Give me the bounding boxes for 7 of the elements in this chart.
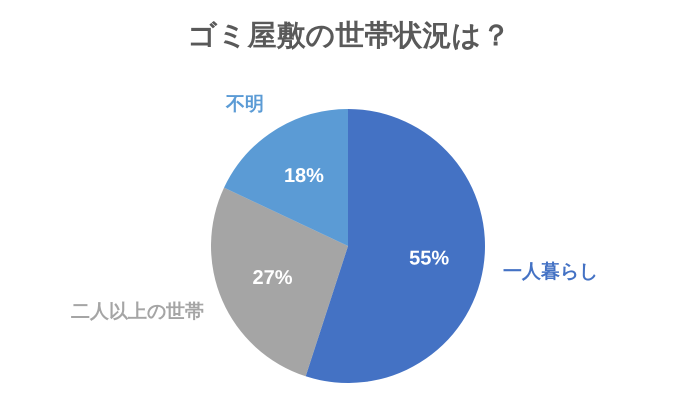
data-label: 55%	[409, 247, 450, 270]
slice-label: 不明	[224, 94, 264, 116]
data-label: 27%	[252, 267, 293, 290]
data-label: 18%	[284, 165, 324, 188]
slice-label: 二人以上の世帯	[70, 300, 204, 323]
slice-label: 一人暮らし	[503, 260, 598, 282]
chart-title: ゴミ屋敷の世帯状況は？	[186, 19, 512, 54]
